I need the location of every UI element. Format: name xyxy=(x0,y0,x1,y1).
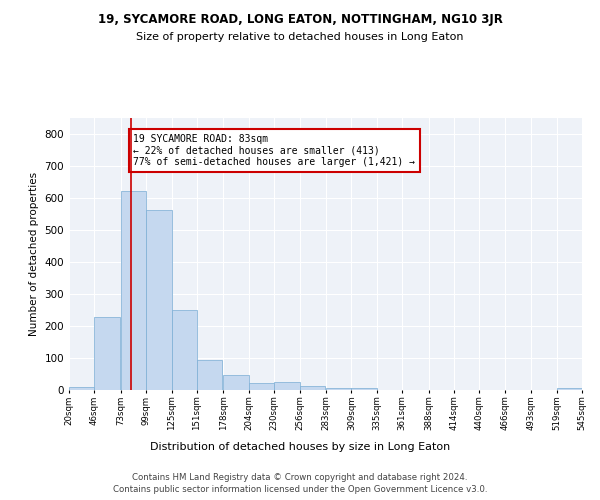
Bar xyxy=(69,387,94,390)
Text: Contains public sector information licensed under the Open Government Licence v3: Contains public sector information licen… xyxy=(113,485,487,494)
Bar xyxy=(146,210,172,390)
Text: 19, SYCAMORE ROAD, LONG EATON, NOTTINGHAM, NG10 3JR: 19, SYCAMORE ROAD, LONG EATON, NOTTINGHA… xyxy=(98,12,502,26)
Y-axis label: Number of detached properties: Number of detached properties xyxy=(29,172,39,336)
Bar xyxy=(172,310,197,390)
Text: 19 SYCAMORE ROAD: 83sqm
← 22% of detached houses are smaller (413)
77% of semi-d: 19 SYCAMORE ROAD: 83sqm ← 22% of detache… xyxy=(133,134,415,166)
Text: Distribution of detached houses by size in Long Eaton: Distribution of detached houses by size … xyxy=(150,442,450,452)
Bar xyxy=(299,386,325,390)
Bar xyxy=(94,317,120,390)
Bar xyxy=(326,388,352,390)
Text: Contains HM Land Registry data © Crown copyright and database right 2024.: Contains HM Land Registry data © Crown c… xyxy=(132,472,468,482)
Bar xyxy=(352,388,377,390)
Text: Size of property relative to detached houses in Long Eaton: Size of property relative to detached ho… xyxy=(136,32,464,42)
Bar xyxy=(249,383,274,390)
Bar xyxy=(274,382,299,390)
Bar xyxy=(197,360,223,390)
Bar xyxy=(121,191,146,390)
Bar xyxy=(223,374,249,390)
Bar xyxy=(557,388,582,390)
